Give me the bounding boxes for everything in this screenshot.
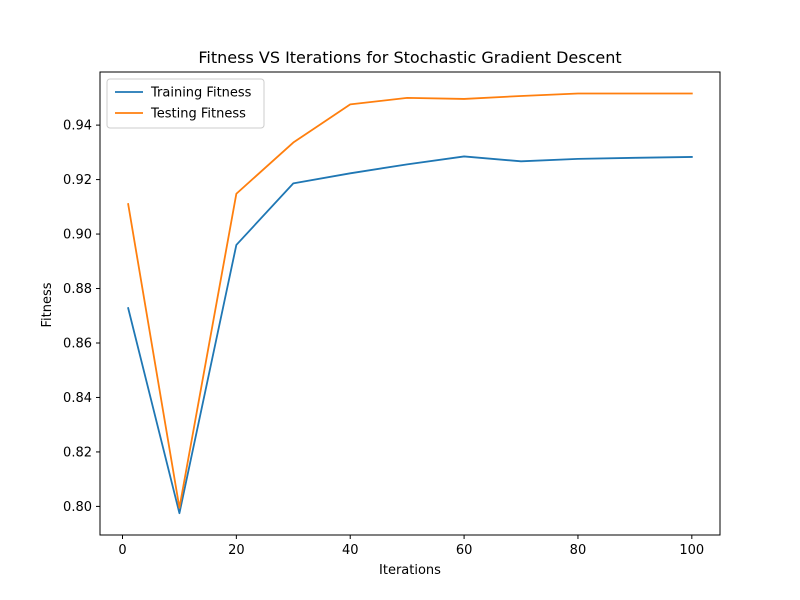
legend: Training Fitness Testing Fitness [106,78,265,129]
y-tick-label: 0.92 [63,173,92,188]
chart-title: Fitness VS Iterations for Stochastic Gra… [198,48,621,67]
x-tick-label: 40 [342,543,359,558]
legend-label: Testing Fitness [150,107,246,122]
series-line-training [127,155,693,515]
y-tick-label: 0.82 [63,445,92,460]
legend-label: Training Fitness [150,86,252,101]
y-axis: 0.80 0.82 0.84 0.86 0.88 0.90 0.92 0.94 [63,119,100,515]
y-tick-label: 0.94 [63,119,92,134]
y-tick-label: 0.80 [63,500,92,515]
axes-frame [99,71,721,536]
y-tick-label: 0.86 [63,336,92,351]
legend-box [106,78,265,129]
y-tick-label: 0.90 [63,228,92,243]
x-axis-label: Iterations [379,563,441,578]
plot-area [99,71,721,536]
series-line-testing [127,92,693,509]
x-tick-label: 60 [456,543,473,558]
series-layer [127,92,693,515]
x-tick-label: 80 [570,543,587,558]
x-tick-label: 20 [228,543,245,558]
x-tick-label: 0 [118,543,126,558]
x-tick-label: 100 [679,543,704,558]
y-tick-label: 0.88 [63,282,92,297]
y-axis-label: Fitness [40,282,55,327]
y-tick-label: 0.84 [63,391,92,406]
x-axis: 0 20 40 60 80 100 [118,535,704,558]
